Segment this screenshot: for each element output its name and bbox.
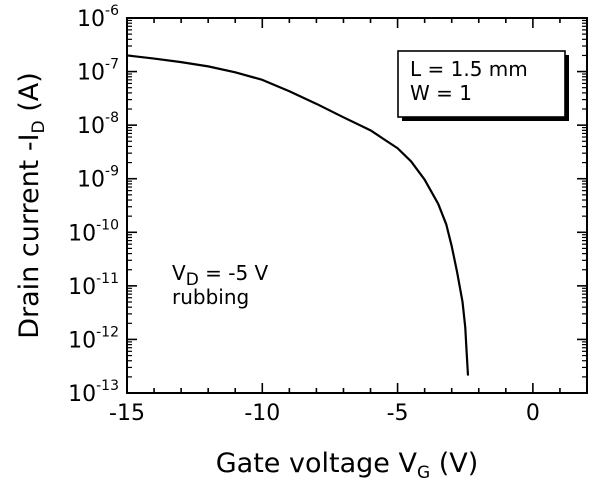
y-tick-label: 10-10	[68, 217, 119, 246]
annotation-line-1: VD = -5 V	[172, 261, 269, 290]
plot-area: -15 -10 -5 0 10-6 10-7 10-8 10-9 10-10 10-11 10-12…	[14, 3, 588, 483]
y-tick-label: 10-11	[68, 271, 119, 300]
y-tick-label: 10-6	[77, 3, 119, 32]
legend-box-line: L = 1.5 mm	[410, 57, 528, 81]
annotation-line-2: rubbing	[172, 285, 249, 309]
y-tick-label: 10-12	[68, 324, 119, 353]
x-tick-label: -10	[244, 401, 280, 426]
y-tick-label: 10-9	[77, 164, 119, 193]
x-axis-title: Gate voltage VG (V)	[216, 448, 479, 483]
legend-box-line: W = 1	[410, 81, 472, 105]
y-tick-label: 10-8	[77, 110, 119, 139]
y-tick-label: 10-13	[68, 378, 119, 407]
x-tick-label: -15	[109, 401, 145, 426]
legend-box	[397, 50, 566, 118]
series-line	[125, 54, 470, 376]
y-tick-label: 10-7	[77, 57, 119, 86]
x-tick-label: 0	[526, 401, 540, 426]
y-axis-title: Drain current -ID (A)	[14, 72, 49, 339]
plot-frame	[126, 17, 588, 394]
x-tick-label: -5	[387, 401, 409, 426]
